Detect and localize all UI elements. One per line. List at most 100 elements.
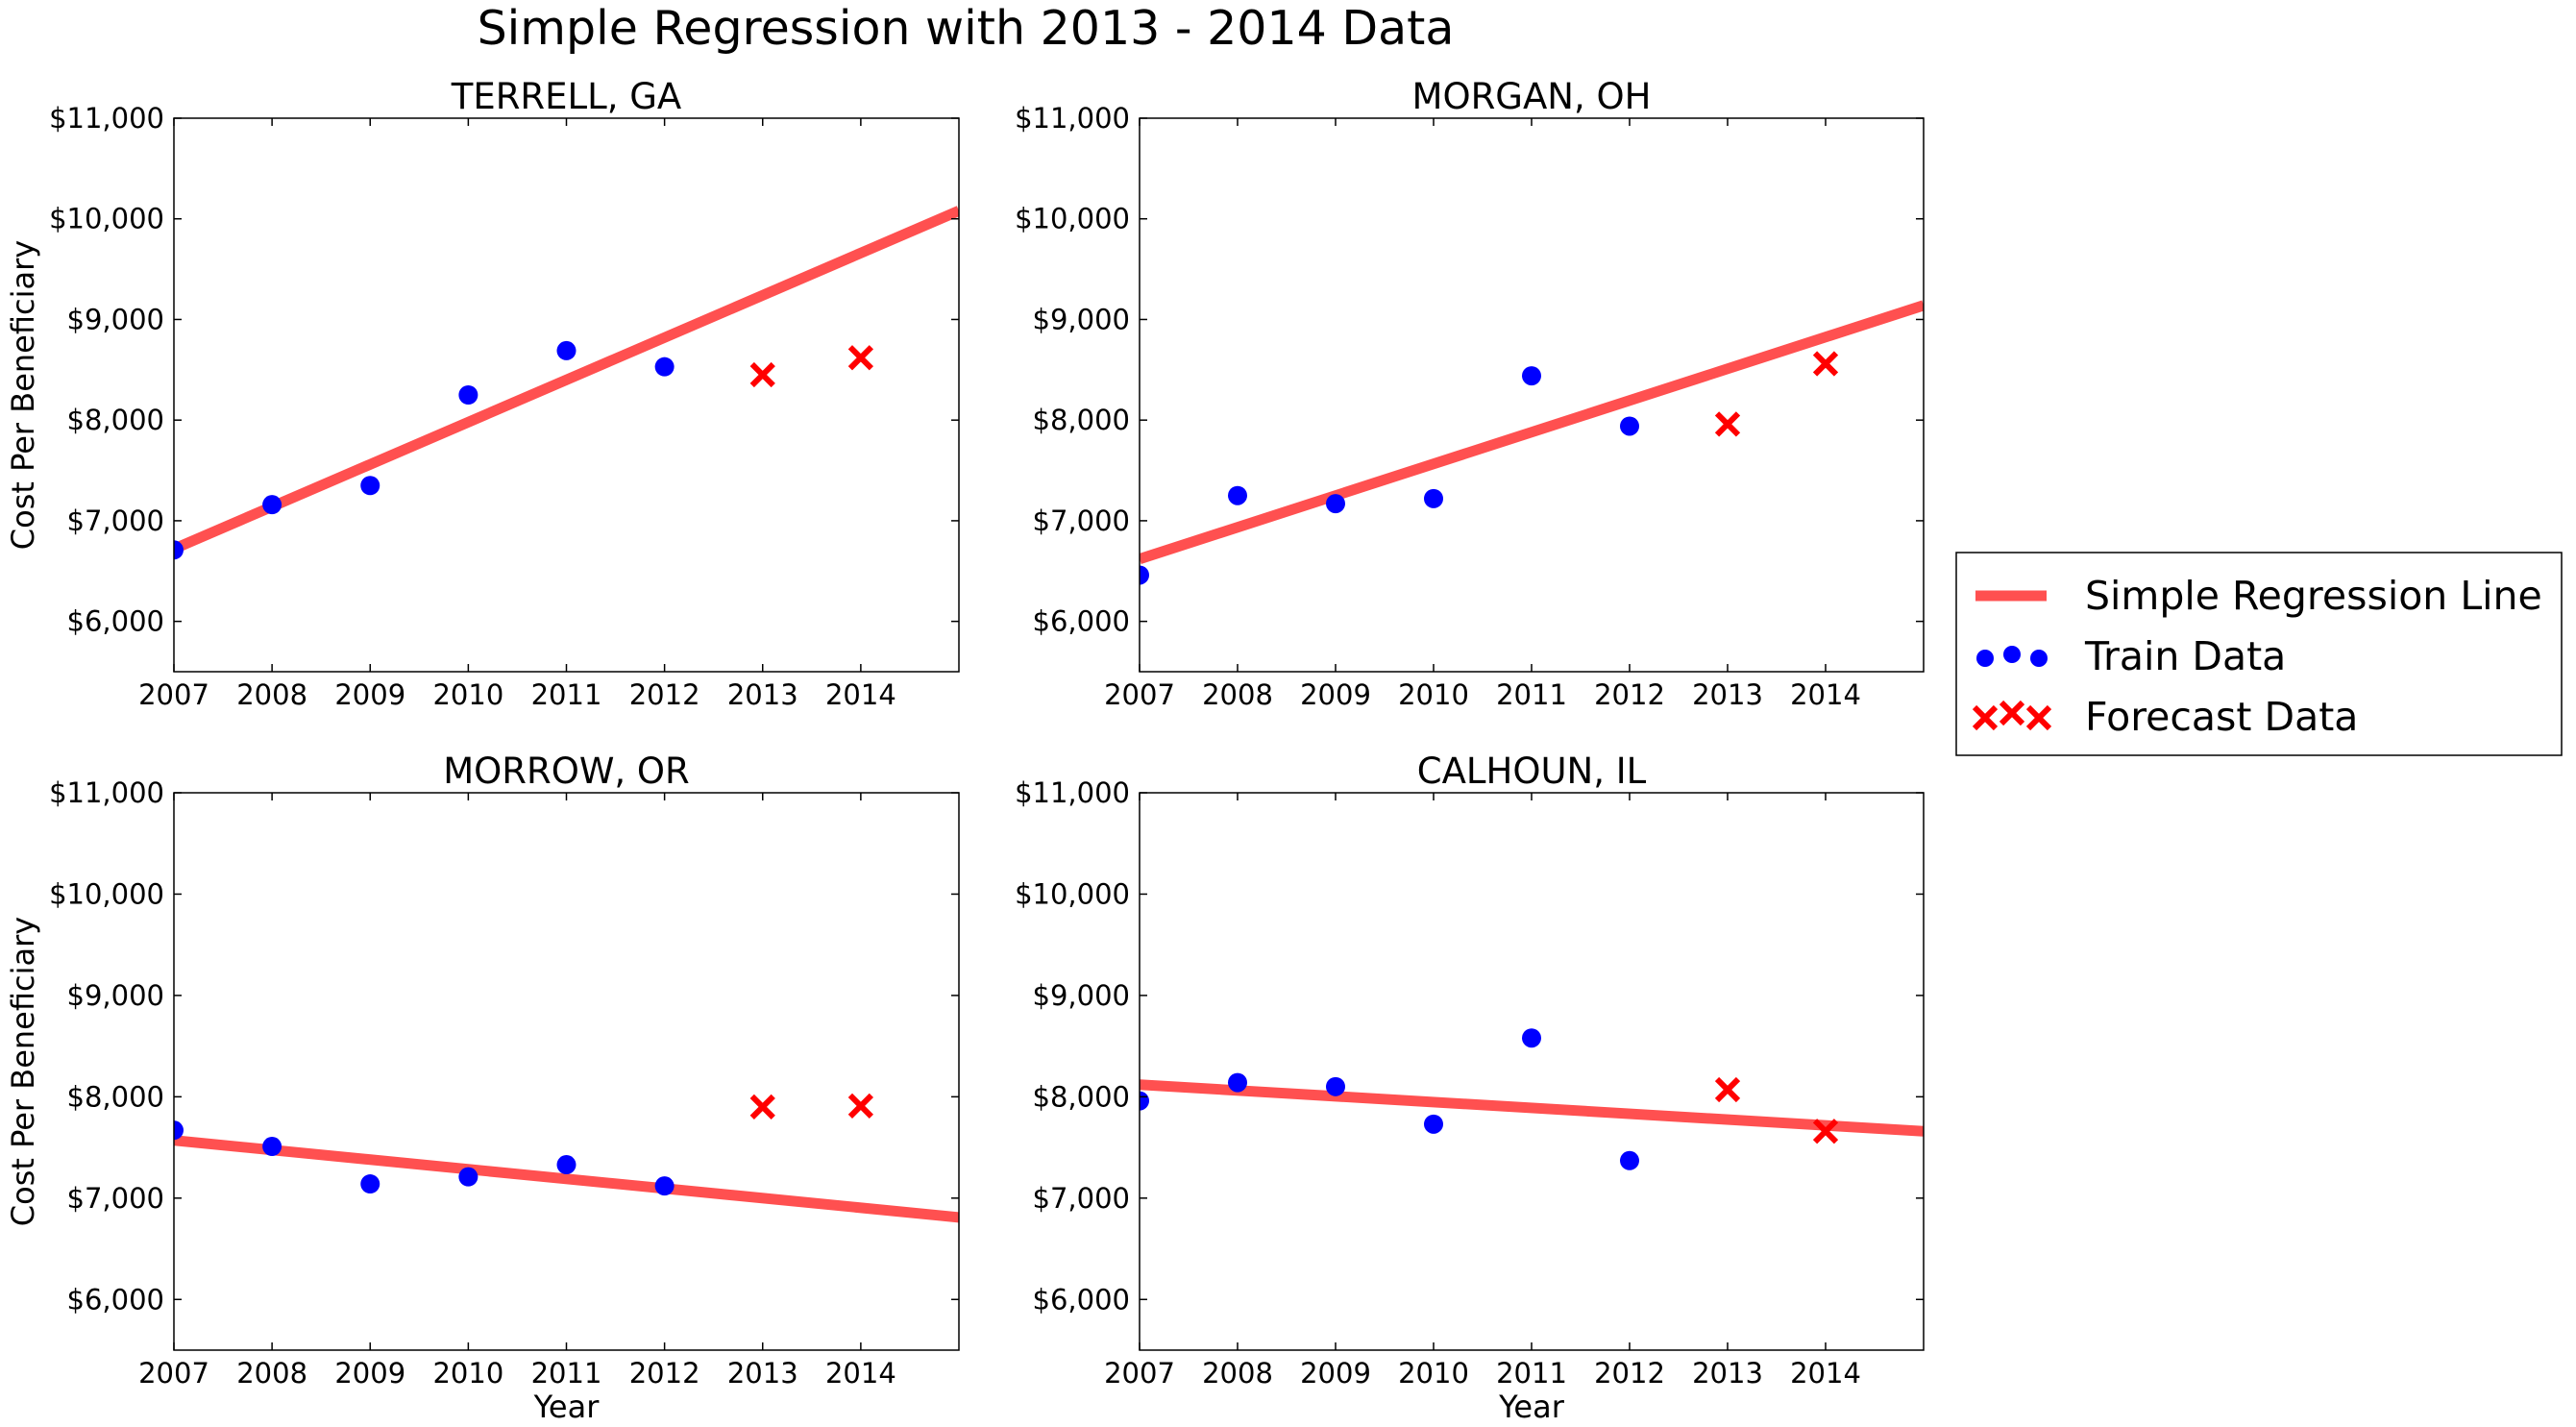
y-tick-label: $8,000 xyxy=(1033,404,1130,436)
train-point xyxy=(174,1120,184,1141)
legend-circle-marker xyxy=(2030,650,2048,667)
x-tick-label: 2011 xyxy=(1496,678,1567,711)
train-point xyxy=(262,1137,282,1157)
legend-item: Simple Regression Line xyxy=(1975,573,2542,619)
x-tick-label: 2007 xyxy=(138,678,209,711)
axes-frame xyxy=(173,792,960,1351)
train-point xyxy=(556,340,577,360)
forecast-point xyxy=(1812,351,1839,377)
x-tick-label: 2012 xyxy=(629,1357,700,1390)
plot-area xyxy=(1140,300,1924,585)
y-tick-label: $10,000 xyxy=(1015,203,1130,235)
legend-label: Simple Regression Line xyxy=(2085,573,2542,619)
train-point xyxy=(174,540,184,560)
y-tick-label: $9,000 xyxy=(1033,979,1130,1012)
y-tick-label: $8,000 xyxy=(67,1080,164,1113)
subplot-grid: 2007 2008 2009 2010 2011 2012 2013 2014 $6,000 $7… xyxy=(5,76,1925,1425)
train-point xyxy=(1424,1114,1443,1134)
train-point xyxy=(1140,565,1149,585)
train-point xyxy=(1228,485,1247,505)
subplot-title: CALHOUN, IL xyxy=(1417,750,1647,792)
legend-item: Forecast Data xyxy=(1972,694,2358,740)
y-tick-label: $8,000 xyxy=(67,404,164,436)
train-point xyxy=(1326,494,1345,514)
x-tick-label: 2009 xyxy=(334,678,405,711)
subplot-2: 2007 2008 2009 2010 2011 2012 2013 2014 $6,000 $7… xyxy=(1015,76,1925,711)
train-point xyxy=(1620,416,1639,436)
train-point xyxy=(1522,366,1541,386)
legend-cross-marker xyxy=(1999,700,2025,726)
x-tick-label: 2013 xyxy=(727,1357,798,1390)
x-tick-label: 2011 xyxy=(1496,1357,1567,1390)
forecast-point xyxy=(749,1094,775,1120)
subplot-4: 2007 2008 2009 2010 2011 2012 2013 2014 $6,000 $7… xyxy=(1015,750,1925,1425)
x-tick-label: 2011 xyxy=(531,1357,602,1390)
train-point xyxy=(458,385,478,405)
plot-area xyxy=(1140,1028,1924,1170)
train-point xyxy=(1522,1028,1541,1048)
y-tick-label: $6,000 xyxy=(67,605,164,638)
x-tick-label: 2007 xyxy=(1104,1357,1175,1390)
y-tick-label: $6,000 xyxy=(67,1283,164,1316)
x-tick-label: 2008 xyxy=(1202,678,1273,711)
train-point xyxy=(458,1167,478,1187)
plot-area xyxy=(174,1093,959,1223)
subplot-title: TERRELL, GA xyxy=(451,76,682,117)
forecast-point xyxy=(847,1093,873,1119)
y-axis-label: Cost Per Beneficiary xyxy=(5,240,41,550)
y-tick-label: $7,000 xyxy=(1033,504,1130,537)
y-tick-label: $7,000 xyxy=(67,1182,164,1215)
x-tick-label: 2012 xyxy=(1594,678,1665,711)
train-point xyxy=(360,1174,380,1194)
y-tick-label: $11,000 xyxy=(49,776,164,809)
y-tick-label: $10,000 xyxy=(49,877,164,910)
x-tick-label: 2014 xyxy=(825,1357,896,1390)
x-tick-label: 2008 xyxy=(1202,1357,1273,1390)
regression-line xyxy=(1140,1079,1924,1137)
x-tick-label: 2014 xyxy=(1790,678,1861,711)
x-tick-label: 2010 xyxy=(432,1357,503,1390)
x-tick-label: 2011 xyxy=(531,678,602,711)
forecast-point xyxy=(1714,1076,1741,1103)
x-tick-label: 2010 xyxy=(1398,1357,1469,1390)
x-tick-label: 2013 xyxy=(1692,1357,1763,1390)
axes-frame xyxy=(1139,117,1925,673)
y-tick-label: $8,000 xyxy=(1033,1080,1130,1113)
x-tick-label: 2008 xyxy=(236,1357,307,1390)
train-point xyxy=(654,1176,675,1196)
x-tick-label: 2012 xyxy=(1594,1357,1665,1390)
train-point xyxy=(1326,1076,1345,1096)
x-tick-label: 2013 xyxy=(727,678,798,711)
regression-line xyxy=(174,206,959,554)
subplot-title: MORROW, OR xyxy=(443,750,690,792)
axes-frame xyxy=(1139,792,1925,1351)
train-point xyxy=(1620,1150,1639,1170)
y-tick-label: $10,000 xyxy=(49,203,164,235)
train-point xyxy=(654,357,675,377)
subplot-3: 2007 2008 2009 2010 2011 2012 2013 2014 $6,000 $7… xyxy=(5,750,960,1425)
y-tick-label: $9,000 xyxy=(67,979,164,1012)
x-axis-label: Year xyxy=(1498,1389,1565,1425)
forecast-point xyxy=(1714,411,1741,437)
x-tick-label: 2009 xyxy=(334,1357,405,1390)
train-point xyxy=(1424,488,1443,508)
x-tick-label: 2014 xyxy=(825,678,896,711)
legend: Simple Regression Line Train Data Forecast… xyxy=(1955,552,2563,756)
legend-cross-marker xyxy=(2025,704,2052,731)
y-tick-label: $11,000 xyxy=(1015,102,1130,135)
y-tick-label: $7,000 xyxy=(1033,1182,1130,1215)
y-tick-label: $9,000 xyxy=(1033,303,1130,335)
forecast-point xyxy=(749,361,775,388)
x-tick-label: 2010 xyxy=(1398,678,1469,711)
legend-cross-marker xyxy=(1972,704,1999,731)
regression-line xyxy=(174,1135,959,1223)
train-point xyxy=(262,495,282,515)
y-tick-label: $10,000 xyxy=(1015,877,1130,910)
subplot-title: MORGAN, OH xyxy=(1412,76,1652,117)
x-tick-label: 2013 xyxy=(1692,678,1763,711)
x-tick-label: 2014 xyxy=(1790,1357,1861,1390)
legend-circle-marker xyxy=(1976,650,1994,667)
forecast-point xyxy=(1812,1119,1839,1144)
x-tick-label: 2009 xyxy=(1300,1357,1371,1390)
